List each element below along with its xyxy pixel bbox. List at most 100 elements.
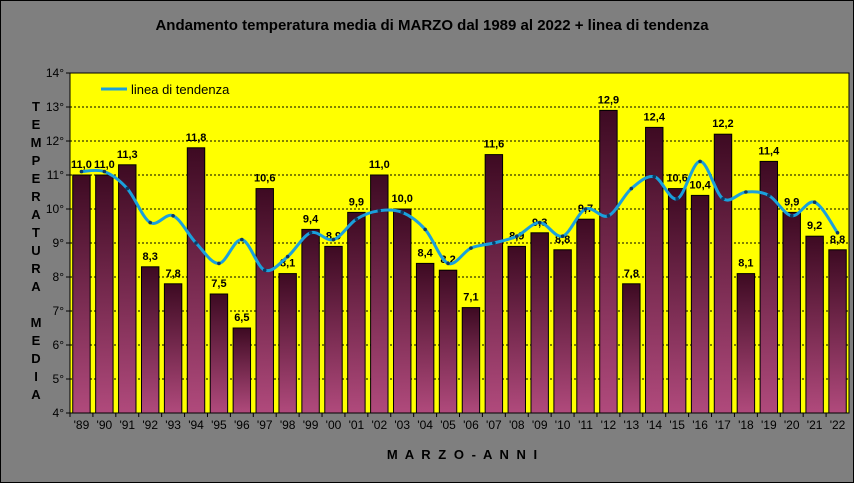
x-tick-label: '13 (624, 418, 640, 432)
bar (163, 283, 183, 414)
trend-point (79, 169, 84, 174)
y-axis-letter: M (31, 315, 42, 330)
trend-point (583, 207, 588, 211)
trend-point (744, 190, 748, 194)
x-tick-label: '08 (509, 418, 525, 432)
y-axis-letter: U (31, 243, 40, 258)
trend-point (125, 186, 130, 191)
x-axis-label: M A R Z O - A N N I (387, 447, 539, 462)
x-tick-label: '04 (417, 418, 433, 432)
bar (324, 245, 343, 414)
x-tick-label: '21 (807, 418, 823, 432)
legend-label: linea di tendenza (131, 82, 230, 97)
chart-title: Andamento temperatura media di MARZO dal… (155, 17, 709, 34)
data-label: 12,2 (712, 118, 733, 130)
trend-point (606, 214, 611, 218)
data-label: 9,9 (784, 196, 799, 208)
y-tick-label: 10° (46, 202, 64, 216)
bar (530, 232, 549, 414)
bar (209, 293, 229, 414)
x-tick-label: '03 (394, 418, 410, 432)
bar (759, 160, 779, 414)
bar (667, 188, 687, 414)
y-tick-label: 5° (53, 372, 65, 386)
bar (645, 126, 664, 414)
y-axis-letter: A (31, 387, 41, 402)
data-label: 9,4 (303, 213, 319, 225)
data-label: 7,8 (624, 268, 639, 280)
bar (301, 228, 320, 414)
y-axis-letter: A (31, 207, 41, 222)
y-tick-label: 13° (46, 100, 64, 114)
data-label: 10,6 (254, 173, 275, 185)
x-tick-label: '02 (371, 418, 387, 432)
x-tick-label: '89 (74, 418, 90, 432)
bar (828, 249, 847, 414)
x-tick-label: '96 (234, 418, 250, 432)
x-tick-label: '92 (142, 418, 158, 432)
trend-point (789, 214, 794, 218)
data-label: 8,4 (417, 247, 433, 259)
data-label: 8,8 (830, 234, 845, 246)
trend-point (148, 220, 152, 225)
x-tick-label: '98 (280, 418, 296, 432)
trend-point (629, 186, 634, 191)
bar (484, 154, 504, 414)
y-axis-letter: I (34, 369, 38, 384)
x-tick-label: '17 (715, 418, 731, 432)
bar (461, 307, 481, 414)
data-label: 11,0 (94, 159, 115, 171)
y-tick-label: 7° (53, 304, 65, 318)
x-tick-label: '11 (578, 418, 593, 432)
data-label: 11,3 (117, 149, 138, 161)
data-label: 8,1 (738, 258, 753, 270)
trend-point (331, 237, 336, 242)
x-tick-label: '07 (486, 418, 502, 432)
bar (186, 147, 206, 414)
x-tick-label: '14 (646, 418, 662, 432)
bar (232, 327, 252, 414)
data-label: 11,8 (186, 132, 207, 144)
trend-point (492, 241, 496, 245)
y-tick-label: 12° (46, 134, 64, 148)
y-axis-letter: D (31, 351, 40, 366)
x-tick-label: '91 (119, 418, 135, 432)
bar (118, 164, 137, 414)
bar (255, 188, 274, 414)
trend-point (262, 268, 267, 273)
x-tick-label: '22 (830, 418, 846, 432)
x-tick-label: '95 (211, 418, 227, 432)
bar (736, 273, 756, 414)
x-tick-label: '93 (165, 418, 181, 432)
trend-point (423, 227, 427, 232)
x-tick-label: '01 (349, 418, 365, 432)
trend-point (171, 214, 175, 218)
trend-point (469, 246, 473, 250)
bar (599, 109, 618, 414)
y-axis-letter: R (31, 189, 41, 204)
y-axis-letter: M (31, 135, 42, 150)
trend-point (698, 159, 702, 164)
x-tick-label: '09 (532, 418, 548, 432)
trend-line (81, 159, 839, 273)
x-tick-label: '05 (440, 418, 456, 432)
trend-point (812, 200, 817, 204)
x-tick-label: '90 (97, 418, 113, 432)
trend-point (675, 197, 679, 201)
data-label: 11,0 (369, 159, 390, 171)
chart-svg: Andamento temperatura media di MARZO dal… (31, 17, 850, 462)
data-label: 6,5 (234, 312, 249, 324)
bar (72, 174, 91, 414)
bar (805, 235, 824, 414)
x-tick-label: '20 (784, 418, 800, 432)
trend-point (835, 231, 840, 235)
x-tick-label: '19 (761, 418, 777, 432)
y-tick-label: 6° (53, 338, 65, 352)
legend: linea di tendenza (101, 82, 230, 97)
bar (553, 249, 572, 414)
bar (622, 283, 641, 414)
y-axis-letter: E (32, 171, 41, 186)
trend-point (537, 220, 542, 225)
data-label: 11,0 (71, 159, 92, 171)
